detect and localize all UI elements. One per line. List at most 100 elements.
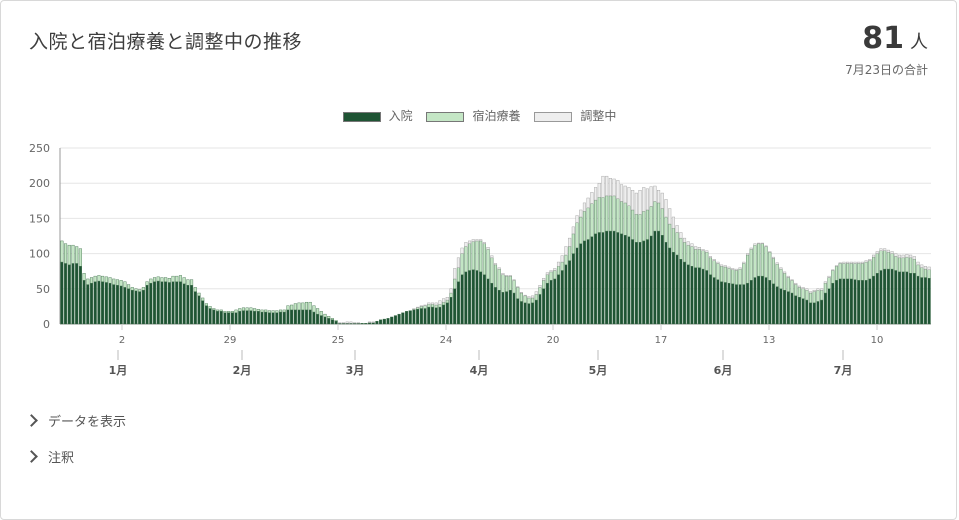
bar-segment — [82, 280, 86, 325]
bar-segment — [471, 239, 475, 242]
bar-segment — [727, 266, 731, 269]
bar-segment — [508, 275, 512, 291]
bar-segment — [627, 236, 631, 325]
bar-segment — [371, 321, 375, 323]
bar-segment — [716, 263, 720, 280]
bar-segment — [538, 294, 542, 325]
bar-segment — [794, 282, 798, 285]
bar-segment — [742, 263, 746, 285]
bar-segment — [823, 281, 827, 284]
bar-segment — [716, 279, 720, 325]
bar-segment — [679, 237, 683, 260]
bar-segment — [145, 281, 149, 286]
bar-segment — [749, 280, 753, 325]
bar-segment — [749, 247, 753, 250]
bar-segment — [349, 321, 353, 324]
bar-segment — [912, 273, 916, 325]
bar-segment — [423, 308, 427, 325]
bar-segment — [542, 288, 546, 325]
bar-segment — [130, 287, 134, 291]
y-tick-label: 50 — [36, 283, 50, 296]
bar-segment — [501, 274, 505, 293]
bar-segment — [786, 277, 790, 292]
bar-segment — [371, 322, 375, 325]
total-value: 81 — [862, 21, 904, 56]
bar-segment — [275, 310, 279, 313]
bar-segment — [549, 271, 553, 281]
legend-item-hospitalized[interactable]: 入院 — [342, 107, 413, 124]
bar-segment — [560, 255, 564, 263]
bar-segment — [471, 269, 475, 325]
bar-segment — [356, 322, 360, 324]
legend-item-hotel[interactable]: 宿泊療養 — [426, 107, 521, 124]
bar-segment — [119, 280, 123, 287]
bar-segment — [686, 241, 690, 246]
bar-segment — [794, 284, 798, 297]
bar-segment — [549, 280, 553, 325]
bar-segment — [886, 268, 890, 325]
bar-segment — [697, 247, 701, 250]
bar-segment — [797, 285, 801, 288]
bar-segment — [304, 309, 309, 325]
bar-segment — [612, 195, 616, 232]
bar-segment — [89, 277, 94, 284]
bar-segment — [416, 307, 420, 310]
bar-segment — [708, 274, 713, 325]
bar-segment — [723, 282, 727, 325]
bar-segment — [453, 278, 457, 290]
show-data-toggle[interactable]: データを表示 — [25, 411, 126, 430]
bar-segment — [471, 241, 475, 270]
bar-segment — [545, 274, 549, 284]
bar-segment — [523, 302, 527, 325]
bar-segment — [419, 308, 423, 325]
bar-segment — [453, 288, 457, 325]
bar-segment — [727, 268, 731, 284]
bar-segment — [416, 306, 420, 309]
x-tick-label: 13 — [763, 335, 776, 346]
bar-segment — [286, 309, 290, 325]
bar-segment — [809, 292, 813, 304]
bar-segment — [857, 280, 861, 325]
bar-segment — [156, 280, 160, 325]
bar-segment — [771, 283, 776, 325]
bar-segment — [660, 208, 664, 236]
y-tick-label: 100 — [29, 248, 50, 261]
bar-segment — [649, 206, 653, 237]
bar-segment — [493, 287, 498, 325]
bar-segment — [601, 232, 605, 325]
bar-segment — [171, 281, 175, 325]
bar-segment — [245, 310, 249, 325]
bar-segment — [838, 263, 842, 280]
bar-segment — [212, 308, 216, 311]
bar-segment — [190, 279, 194, 286]
bar-segment — [927, 269, 931, 279]
bar-segment — [612, 178, 616, 197]
legend-item-adjusting[interactable]: 調整中 — [534, 107, 616, 124]
bar-segment — [208, 306, 212, 309]
bar-segment — [138, 291, 142, 325]
bar-segment — [538, 287, 542, 295]
notes-toggle[interactable]: 注釈 — [25, 447, 74, 466]
bar-segment — [123, 287, 127, 325]
bar-segment — [93, 275, 97, 282]
bar-segment — [783, 273, 787, 291]
bar-segment — [690, 266, 694, 325]
bar-segment — [864, 261, 868, 281]
bar-segment — [760, 243, 764, 277]
bar-segment — [923, 268, 927, 278]
bar-segment — [505, 291, 509, 325]
bar-segment — [412, 308, 416, 310]
bar-segment — [249, 307, 253, 311]
bar-segment — [649, 235, 653, 325]
bar-segment — [846, 261, 850, 264]
bar-segment — [534, 299, 538, 325]
bar-segment — [619, 184, 624, 202]
bar-segment — [853, 261, 857, 264]
bar-segment — [534, 291, 538, 295]
bar-segment — [178, 281, 182, 325]
bar-segment — [101, 281, 105, 325]
legend-swatch-hospitalized — [342, 111, 381, 122]
bar-segment — [827, 275, 831, 278]
bar-segment — [631, 239, 635, 325]
bar-segment — [594, 199, 598, 235]
